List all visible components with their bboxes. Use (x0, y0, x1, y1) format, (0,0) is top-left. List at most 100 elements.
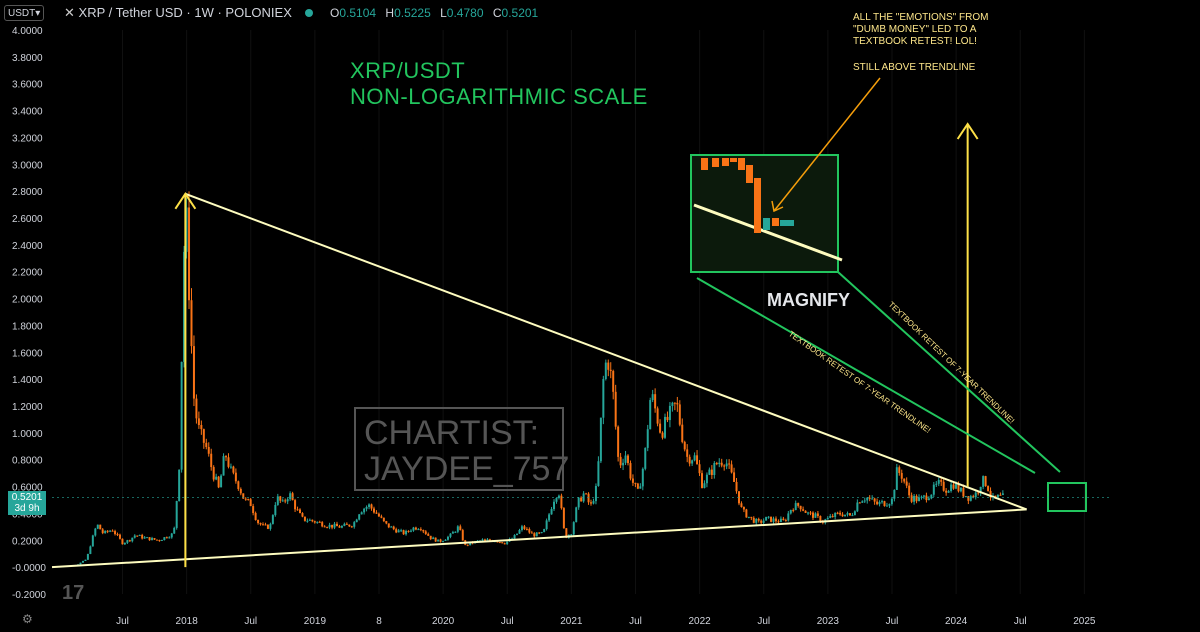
candle-body (422, 530, 425, 532)
candle-body (811, 512, 814, 518)
candle-body (893, 489, 896, 499)
candle-body (789, 509, 792, 514)
candle-body (442, 540, 445, 542)
tradingview-logo-icon[interactable]: 17 (62, 582, 85, 604)
y-tick-label: -0.0000 (12, 563, 46, 574)
candle-body (385, 521, 388, 524)
candle-body (533, 533, 536, 537)
magnify-inset (690, 154, 843, 273)
candle-body (831, 515, 834, 517)
candle-body (641, 468, 644, 487)
candle-body (197, 418, 200, 426)
candle-body (881, 501, 884, 503)
candle-body (183, 251, 186, 362)
candle-body (303, 516, 306, 521)
candle-body (81, 560, 84, 563)
candle-body (257, 520, 260, 524)
candle-body (784, 520, 787, 522)
candle-body (915, 495, 918, 502)
candle-body (807, 512, 810, 514)
candle-body (580, 497, 583, 502)
candle-body (190, 300, 193, 347)
candle-body (286, 499, 289, 502)
candle-body (387, 523, 390, 528)
candle-body (700, 473, 703, 488)
candle-body (368, 504, 371, 507)
candle-body (323, 526, 326, 528)
pointer-arrow (773, 77, 881, 212)
candle-body (104, 530, 107, 534)
candle-body (959, 487, 962, 492)
candle-body (715, 463, 718, 465)
candle-body (118, 534, 121, 539)
candle-body (417, 529, 420, 531)
candle-body (294, 500, 297, 510)
candle-body (604, 362, 607, 380)
candle-body (765, 516, 768, 521)
candle-body (338, 526, 341, 528)
candle-body (987, 486, 990, 491)
retest-label-1: TEXTBOOK RETEST OF 7-YEAR TRENDLINE! (787, 329, 932, 435)
candle-body (834, 512, 837, 517)
candle-body (340, 525, 343, 528)
candle-body (446, 536, 449, 540)
connector-line-2 (837, 271, 1061, 473)
candle-body (498, 542, 501, 544)
candle-body (922, 495, 925, 497)
candle-body (488, 539, 491, 541)
x-tick-label: 2021 (560, 616, 583, 627)
x-tick-label: Jul (629, 616, 642, 627)
candle-body (188, 207, 191, 301)
annotation-note: ALL THE "EMOTIONS" FROM "DUMB MONEY" LED… (853, 12, 989, 47)
candle-body (787, 513, 790, 521)
candle-body (698, 464, 701, 474)
x-tick-label: Jul (886, 616, 899, 627)
candle-body (792, 509, 795, 511)
candle-body (614, 391, 617, 427)
candle-body (688, 456, 691, 464)
y-tick-label: 2.0000 (12, 295, 43, 306)
y-tick-label: 3.4000 (12, 107, 43, 118)
candle-body (79, 562, 82, 565)
candle-body (910, 495, 913, 502)
watermark-line2: JAYDEE_757 (364, 450, 570, 488)
y-tick-label: 4.0000 (12, 26, 43, 37)
candle-body (247, 498, 250, 500)
candle-body (244, 498, 247, 500)
currency-selector[interactable]: USDT ▾ (4, 5, 44, 21)
symbol-title[interactable]: ✕ XRP / Tether USD · 1W · POLONIEX (64, 5, 292, 21)
candle-body (501, 542, 504, 544)
y-tick-label: 1.6000 (12, 348, 43, 359)
bar-countdown: 3d 9h (14, 503, 40, 514)
candle-body (673, 402, 676, 404)
candle-body (937, 480, 940, 484)
settings-icon[interactable]: ⚙ (22, 612, 33, 626)
ohlc-readout: O0.5104 H0.5225 L0.4780 C0.5201 (330, 6, 544, 20)
candle-body (565, 528, 568, 538)
x-tick-label: Jul (116, 616, 129, 627)
symbol-label: XRP / Tether USD · 1W · POLONIEX (78, 5, 292, 20)
candle-body (592, 501, 595, 504)
trendline-upper (185, 192, 1027, 511)
candle-body (343, 523, 346, 526)
candle-body (424, 531, 427, 534)
candle-body (651, 394, 654, 401)
candle-body (668, 405, 671, 421)
x-tick-label: Jul (244, 616, 257, 627)
candle-body (146, 537, 149, 539)
candle-body (409, 530, 412, 532)
candle-body (767, 516, 770, 518)
candle-body (306, 520, 309, 522)
candle-body (945, 490, 948, 493)
candle-body (782, 518, 785, 521)
candle-body (350, 526, 353, 528)
candle-body (996, 494, 999, 497)
grid (122, 30, 1085, 594)
candle-body (96, 524, 99, 529)
magnify-candle (738, 158, 745, 170)
candle-body (602, 379, 605, 418)
candle-body (656, 408, 659, 424)
candle-body (905, 481, 908, 486)
y-tick-label: 3.2000 (12, 133, 43, 144)
